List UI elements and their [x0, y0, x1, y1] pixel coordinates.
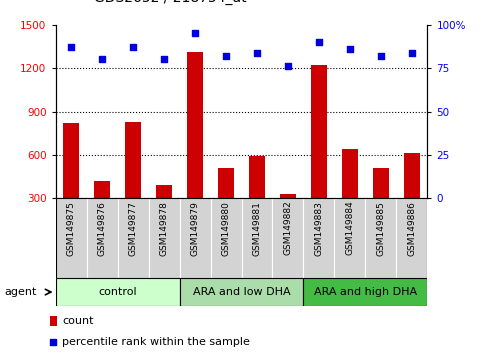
Bar: [303, 278, 427, 306]
Bar: [50, 316, 57, 326]
Bar: [404, 153, 420, 241]
Bar: [272, 198, 303, 278]
Bar: [86, 198, 117, 278]
Bar: [373, 168, 389, 241]
Text: GSM149884: GSM149884: [345, 201, 355, 255]
Text: GSM149877: GSM149877: [128, 201, 138, 256]
Bar: [187, 52, 203, 241]
Text: GSM149879: GSM149879: [190, 201, 199, 256]
Bar: [56, 278, 180, 306]
Bar: [149, 198, 180, 278]
Text: GSM149875: GSM149875: [67, 201, 75, 256]
Text: ARA and high DHA: ARA and high DHA: [314, 287, 417, 297]
Point: [191, 30, 199, 36]
Bar: [334, 198, 366, 278]
Point: [49, 339, 57, 345]
Text: ARA and low DHA: ARA and low DHA: [193, 287, 290, 297]
Bar: [117, 198, 149, 278]
Bar: [56, 198, 86, 278]
Text: GSM149878: GSM149878: [159, 201, 169, 256]
Bar: [125, 122, 141, 241]
Bar: [180, 278, 303, 306]
Point: [129, 45, 137, 50]
Text: count: count: [62, 316, 94, 326]
Bar: [311, 65, 327, 241]
Bar: [342, 149, 358, 241]
Text: GSM149886: GSM149886: [408, 201, 416, 256]
Point: [377, 53, 385, 59]
Text: GSM149883: GSM149883: [314, 201, 324, 256]
Point: [67, 45, 75, 50]
Bar: [156, 185, 172, 241]
Bar: [397, 198, 427, 278]
Text: GSM149882: GSM149882: [284, 201, 293, 255]
Text: control: control: [98, 287, 137, 297]
Bar: [366, 198, 397, 278]
Point: [253, 50, 261, 55]
Bar: [242, 198, 272, 278]
Point: [160, 57, 168, 62]
Text: GSM149885: GSM149885: [376, 201, 385, 256]
Text: percentile rank within the sample: percentile rank within the sample: [62, 337, 250, 347]
Bar: [180, 198, 211, 278]
Text: agent: agent: [5, 287, 37, 297]
Text: GDS2652 / 218754_at: GDS2652 / 218754_at: [94, 0, 247, 5]
Bar: [303, 198, 334, 278]
Point: [346, 46, 354, 52]
Point: [284, 64, 292, 69]
Bar: [94, 181, 110, 241]
Text: GSM149876: GSM149876: [98, 201, 107, 256]
Bar: [218, 168, 234, 241]
Point: [408, 50, 416, 55]
Text: GSM149881: GSM149881: [253, 201, 261, 256]
Bar: [63, 123, 79, 241]
Point: [222, 53, 230, 59]
Point: [98, 57, 106, 62]
Bar: [280, 194, 296, 241]
Bar: [249, 156, 265, 241]
Text: GSM149880: GSM149880: [222, 201, 230, 256]
Bar: [211, 198, 242, 278]
Point: [315, 39, 323, 45]
